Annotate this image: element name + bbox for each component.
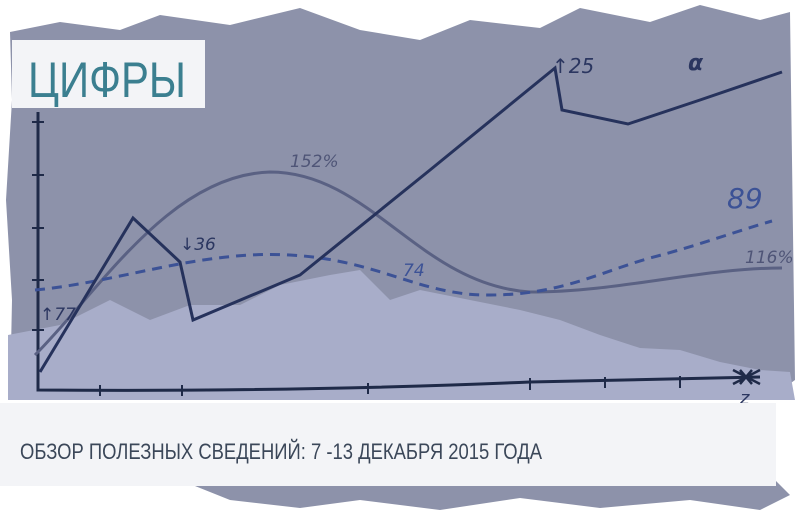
- title: ЦИФРЫ: [28, 52, 186, 108]
- annotation: 152%: [290, 152, 339, 172]
- axis-lines: [36, 112, 761, 392]
- annotation: 74: [403, 261, 425, 281]
- caption-band: [0, 403, 776, 486]
- annotation: ↓36: [180, 235, 216, 255]
- axes: [32, 112, 761, 396]
- axis-arrow: [732, 368, 761, 386]
- annotation: ↑77: [40, 305, 76, 325]
- curve-dashed: [34, 219, 773, 297]
- annotation: 89: [727, 182, 763, 215]
- annotations: ↑77 ↓36 152% ↑25 74 89 116% α y z: [13, 51, 794, 409]
- annotation: ↑25: [552, 54, 594, 78]
- caption: ОБЗОР ПОЛЕЗНЫХ СВЕДЕНИЙ: 7 -13 ДЕКАБРЯ 2…: [20, 439, 542, 464]
- annotation: 116%: [745, 248, 794, 268]
- curve-navy: [38, 65, 783, 373]
- title-box: [12, 40, 205, 108]
- paper-bottom: [180, 480, 790, 510]
- curve-gray: [33, 170, 783, 357]
- axis-label: z: [739, 388, 750, 409]
- annotation: α: [688, 51, 704, 76]
- axis-ticks: [32, 121, 681, 396]
- paper-lower: [8, 270, 795, 400]
